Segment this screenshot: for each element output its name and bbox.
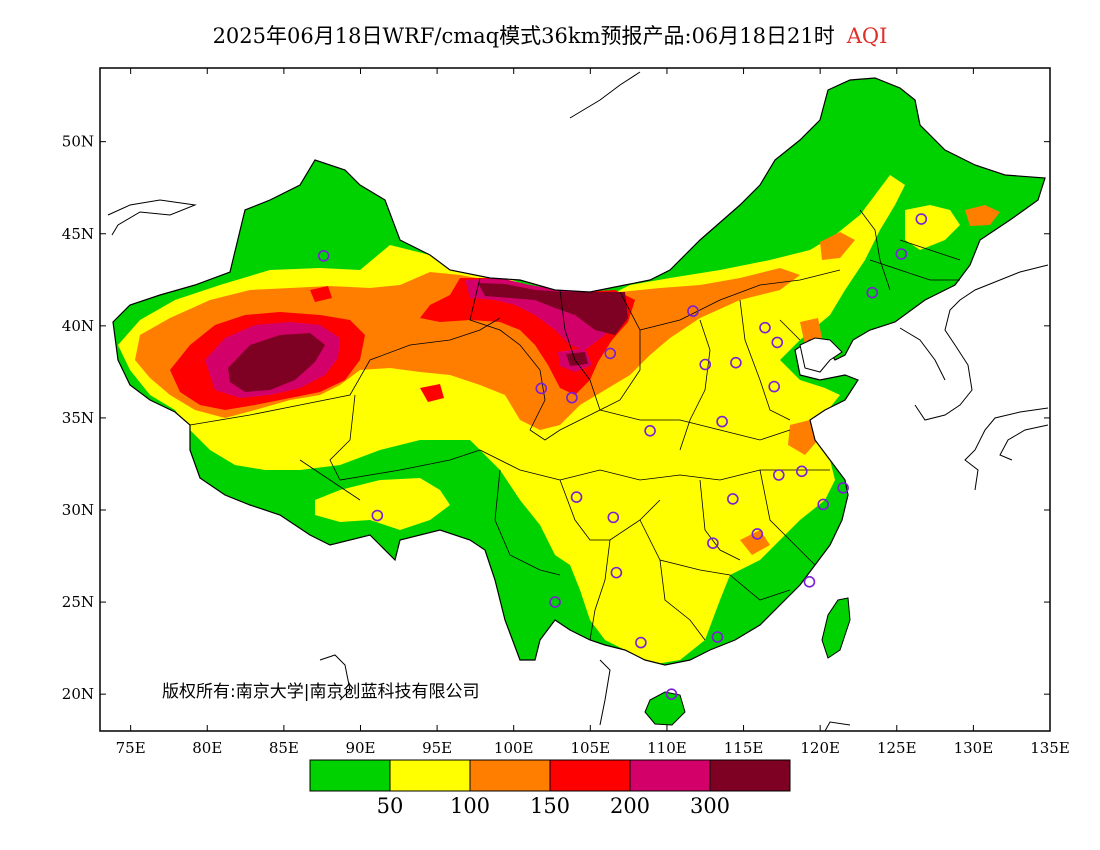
x-tick-label: 135E — [1030, 739, 1070, 757]
station-marker — [727, 493, 739, 505]
title-text: 2025年06月18日WRF/cmaq模式36km预报产品:06月18日21时 — [212, 24, 835, 48]
station-marker — [665, 688, 678, 700]
colorbar-label: 300 — [690, 794, 730, 818]
aqi-colorbar: 50 100 150 200 300 — [309, 759, 791, 818]
colorbar-swatch — [389, 759, 471, 792]
station-marker — [730, 356, 742, 369]
station-marker — [803, 576, 816, 588]
station-marker — [570, 491, 583, 503]
colorbar-swatch — [309, 759, 391, 792]
x-tick-label: 75E — [116, 739, 146, 757]
province-boundaries — [189, 209, 961, 641]
station-marker — [817, 498, 830, 511]
station-marker — [604, 347, 617, 360]
station-marker — [635, 636, 647, 649]
map-title: 2025年06月18日WRF/cmaq模式36km预报产品:06月18日21时 A… — [0, 20, 1100, 50]
station-marker — [610, 566, 623, 579]
x-tick-label: 110E — [647, 739, 687, 757]
x-axis-ticks: 75E 80E 85E 90E 95E 100E 105E 110E 115E 120E 125E 1… — [116, 68, 1070, 757]
station-marker — [371, 509, 384, 522]
colorbar-label: 150 — [530, 794, 570, 818]
colorbar-swatch — [629, 759, 711, 792]
x-tick-label: 90E — [345, 739, 375, 757]
station-marker — [716, 415, 728, 428]
colorbar-label: 200 — [610, 794, 650, 818]
china-outline — [112, 77, 1046, 666]
y-tick-label: 25N — [62, 593, 94, 611]
taiwan-island — [821, 597, 851, 659]
x-tick-label: 100E — [494, 739, 534, 757]
station-marker — [535, 382, 548, 395]
station-marker — [699, 358, 712, 371]
station-marker — [644, 425, 656, 437]
colorbar-swatch — [549, 759, 631, 792]
colorbar-label: 100 — [450, 794, 490, 818]
station-marker — [751, 528, 764, 540]
y-tick-label: 45N — [62, 225, 94, 243]
copyright-text: 版权所有:南京大学|南京创蓝科技有限公司 — [162, 682, 479, 702]
colorbar-label: 50 — [377, 794, 404, 818]
station-marker — [837, 482, 849, 494]
station-marker — [768, 380, 780, 393]
station-marker — [317, 250, 330, 262]
y-tick-label: 30N — [62, 501, 94, 519]
station-marker — [772, 469, 785, 481]
y-tick-label: 40N — [62, 317, 94, 335]
y-axis-ticks: 20N 25N 30N 35N 40N 45N 50N — [62, 133, 1050, 703]
station-marker — [759, 321, 771, 334]
y-tick-label: 35N — [62, 409, 94, 427]
y-tick-label: 50N — [62, 133, 94, 151]
city-stations — [317, 213, 928, 700]
station-marker — [549, 596, 561, 608]
x-tick-label: 80E — [192, 739, 222, 757]
station-marker — [687, 305, 699, 317]
variable-label: AQI — [846, 24, 888, 48]
x-tick-label: 130E — [954, 739, 994, 757]
station-marker — [915, 213, 928, 225]
x-tick-label: 125E — [877, 739, 917, 757]
station-marker — [711, 631, 724, 643]
colorbar-swatch — [709, 759, 791, 792]
x-tick-label: 120E — [800, 739, 840, 757]
station-marker — [771, 336, 784, 349]
station-marker — [566, 391, 578, 404]
colorbar-swatch — [469, 759, 551, 792]
x-tick-label: 105E — [571, 739, 611, 757]
y-tick-label: 20N — [62, 685, 94, 703]
neighbor-coastlines — [107, 71, 1049, 731]
x-tick-label: 95E — [422, 739, 452, 757]
station-marker — [895, 248, 908, 260]
station-marker — [707, 537, 719, 549]
x-tick-label: 115E — [724, 739, 764, 757]
x-tick-label: 85E — [269, 739, 299, 757]
station-marker — [795, 465, 808, 478]
station-marker — [607, 511, 620, 524]
bohai-sea — [799, 337, 843, 373]
station-marker — [866, 286, 879, 299]
